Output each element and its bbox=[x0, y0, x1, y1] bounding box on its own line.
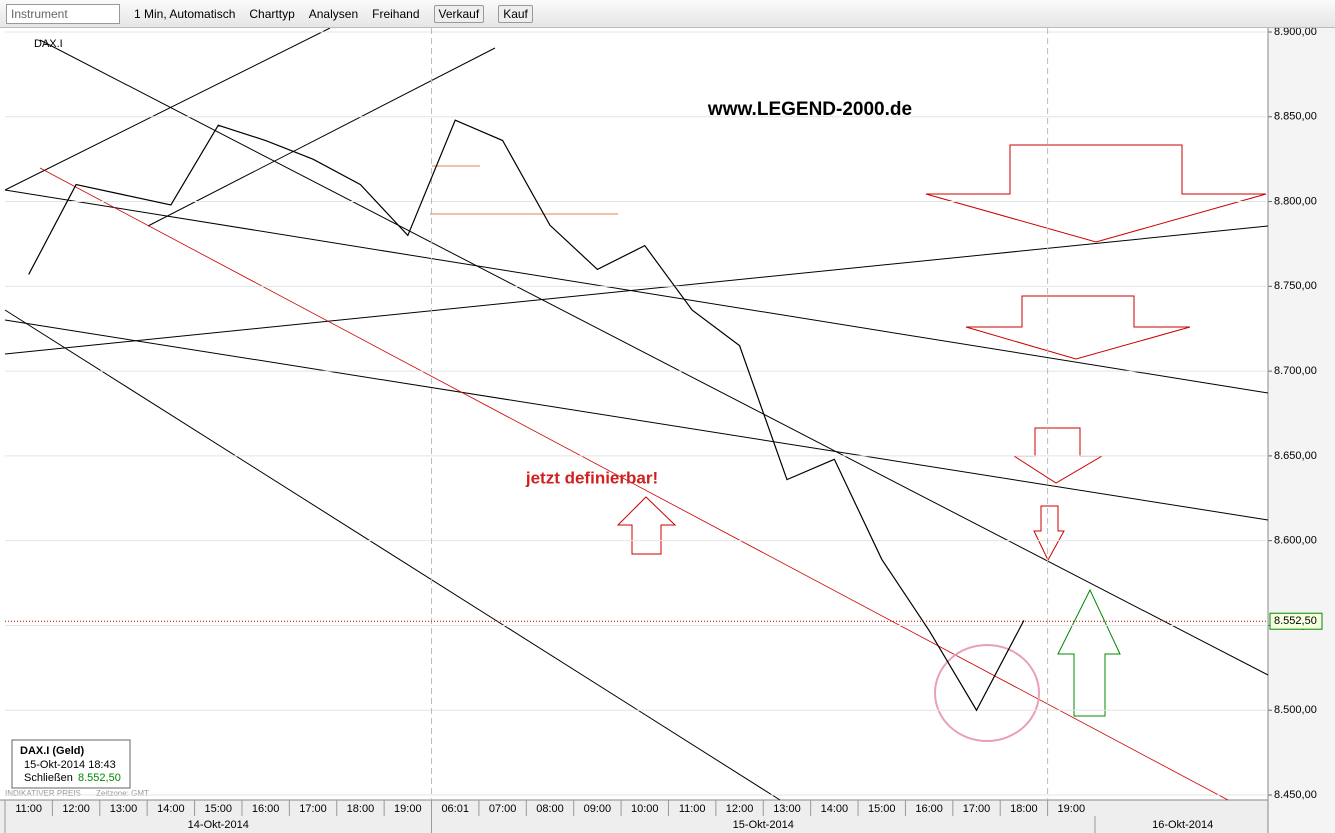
instrument-input[interactable]: Instrument bbox=[6, 3, 120, 24]
footer: Zeitzone: GMT bbox=[96, 789, 149, 798]
interval-menu[interactable]: 1 Min, Automatisch bbox=[134, 6, 236, 21]
x-tick-label: 16:00 bbox=[252, 803, 280, 815]
y-tick-label: 8.850,00 bbox=[1274, 111, 1317, 123]
x-tick-label: 08:00 bbox=[536, 803, 564, 815]
x-tick-label: 13:00 bbox=[110, 803, 138, 815]
last-price-tag bbox=[1269, 612, 1323, 630]
chart: DAX.I www.LEGEND-2000.de jetzt definierb… bbox=[0, 28, 1335, 833]
last-price-label: 8.552,50 bbox=[1274, 615, 1317, 627]
level-lines bbox=[430, 165, 618, 215]
x-tick-label: 10:00 bbox=[631, 803, 659, 815]
x-tick-label: 18:00 bbox=[1010, 803, 1038, 815]
x-tick-label: 15:00 bbox=[868, 803, 896, 815]
freihand-menu[interactable]: Freihand bbox=[372, 6, 420, 21]
x-tick-label: 12:00 bbox=[726, 803, 754, 815]
x-tick-label: 19:00 bbox=[1058, 803, 1086, 815]
x-tick-label: 17:00 bbox=[963, 803, 991, 815]
circle bbox=[934, 644, 1040, 742]
x-tick-label: 07:00 bbox=[489, 803, 517, 815]
info-close-label: Schließen bbox=[24, 772, 73, 784]
info-title: DAX.I (Geld) bbox=[20, 745, 85, 757]
info-box: DAX.I (Geld) 15-Okt-2014 18:43 Schließen… bbox=[11, 739, 131, 789]
x-tick-label: 13:00 bbox=[773, 803, 801, 815]
y-tick-label: 8.450,00 bbox=[1274, 789, 1317, 801]
y-tick-label: 8.500,00 bbox=[1274, 704, 1317, 716]
up-arrow bbox=[1057, 588, 1121, 717]
toolbar: Instrument 1 Min, Automatisch Charttyp A… bbox=[0, 0, 1335, 28]
footer: INDIKATIVER PREIS bbox=[5, 789, 81, 798]
red-trend-line bbox=[39, 167, 1229, 801]
x-tick-label: 14:00 bbox=[821, 803, 849, 815]
date-label: 16-Okt-2014 bbox=[1152, 819, 1213, 831]
y-tick-label: 8.800,00 bbox=[1274, 195, 1317, 207]
x-tick-label: 15:00 bbox=[204, 803, 232, 815]
x-tick-label: 14:00 bbox=[157, 803, 185, 815]
y-axis-bg bbox=[1268, 28, 1335, 833]
price-line bbox=[28, 119, 1025, 712]
x-tick-label: 19:00 bbox=[394, 803, 422, 815]
x-tick-label: 12:00 bbox=[62, 803, 90, 815]
annotation: jetzt definierbar! bbox=[525, 468, 658, 487]
analysen-menu[interactable]: Analysen bbox=[308, 6, 359, 21]
date-label: 15-Okt-2014 bbox=[733, 819, 794, 831]
trend-lines bbox=[4, 28, 1269, 801]
x-tick-label: 18:00 bbox=[347, 803, 375, 815]
y-tick-label: 8.750,00 bbox=[1274, 280, 1317, 292]
x-tick-label: 11:00 bbox=[15, 803, 42, 815]
info-time: 15-Okt-2014 18:43 bbox=[24, 759, 116, 771]
y-tick-label: 8.700,00 bbox=[1274, 365, 1317, 377]
arrows bbox=[616, 144, 1267, 562]
x-axis-bg bbox=[0, 800, 1268, 833]
x-tick-label: 09:00 bbox=[584, 803, 612, 815]
x-tick-label: 17:00 bbox=[299, 803, 327, 815]
x-tick-label: 11:00 bbox=[679, 803, 706, 815]
y-tick-label: 8.900,00 bbox=[1274, 28, 1317, 38]
buy-button[interactable]: Kauf bbox=[498, 4, 533, 23]
y-tick-label: 8.600,00 bbox=[1274, 535, 1317, 547]
charttype-menu[interactable]: Charttyp bbox=[249, 6, 295, 21]
x-tick-label: 16:00 bbox=[915, 803, 943, 815]
x-tick-label: 06:01 bbox=[441, 803, 469, 815]
y-tick-label: 8.650,00 bbox=[1274, 450, 1317, 462]
date-label: 14-Okt-2014 bbox=[188, 819, 249, 831]
annotation: www.LEGEND-2000.de bbox=[707, 99, 912, 120]
sell-button[interactable]: Verkauf bbox=[433, 4, 485, 23]
info-close-value: 8.552,50 bbox=[78, 772, 121, 784]
